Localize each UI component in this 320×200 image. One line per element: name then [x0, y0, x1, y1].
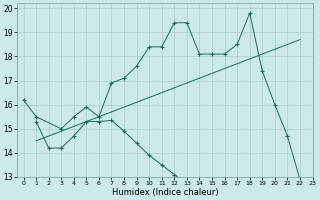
X-axis label: Humidex (Indice chaleur): Humidex (Indice chaleur)	[112, 188, 218, 197]
